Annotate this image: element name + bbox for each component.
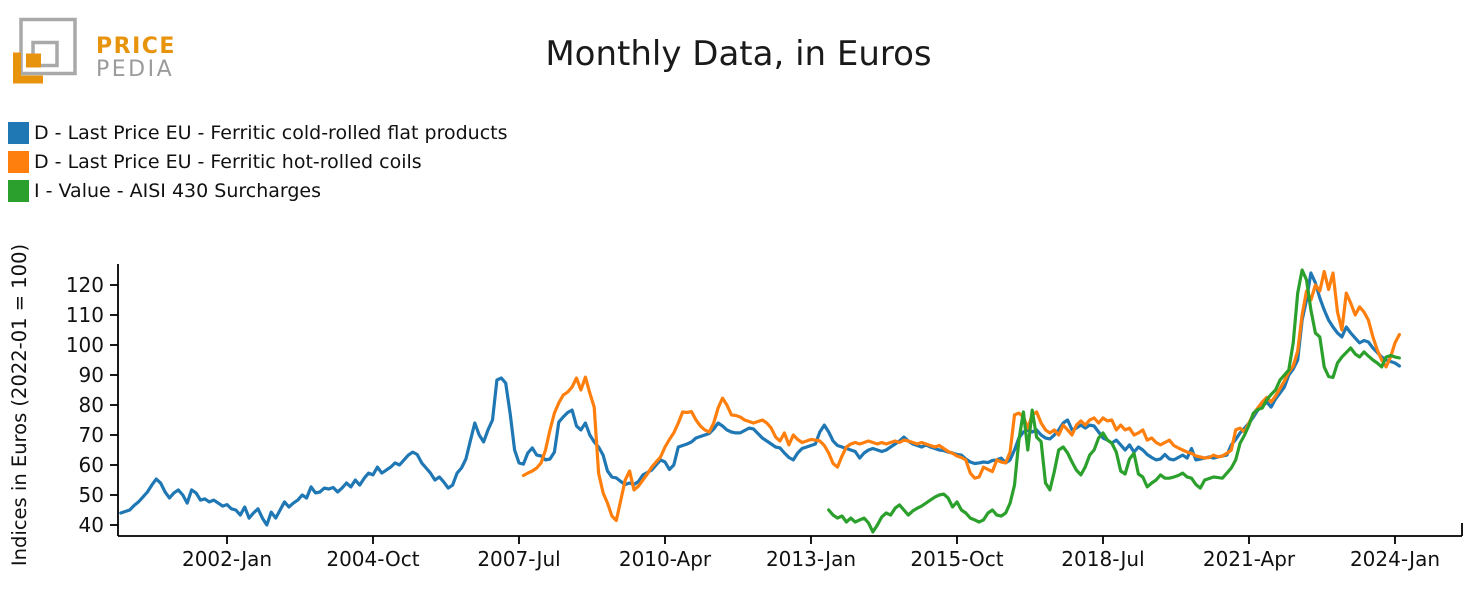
y-tick-label: 90 [79,363,104,387]
pricepedia-logo-icon [13,17,77,84]
x-tick-label: 2002-Jan [182,547,272,571]
y-tick-label: 60 [79,453,104,477]
y-tick-label: 80 [79,393,104,417]
legend-swatch-blue [8,121,29,144]
y-tick-label: 100 [66,333,104,357]
x-tick-label: 2004-Oct [326,547,419,571]
legend-swatch-green [8,179,29,202]
legend-item-hot-rolled: D - Last Price EU - Ferritic hot-rolled … [8,147,508,176]
logo-word-price: PRICE [96,34,176,59]
legend-item-cold-rolled: D - Last Price EU - Ferritic cold-rolled… [8,118,508,147]
x-tick-label: 2018-Jul [1061,547,1144,571]
x-tick-label: 2010-Apr [619,547,712,571]
chart-legend: D - Last Price EU - Ferritic cold-rolled… [8,118,508,205]
logo-wordmark: PRICE PEDIA [96,35,176,81]
legend-swatch-orange [8,150,29,173]
x-tick-label: 2013-Jan [766,547,856,571]
y-tick-label: 40 [79,513,104,537]
legend-label: D - Last Price EU - Ferritic cold-rolled… [34,121,508,144]
legend-label: I - Value - AISI 430 Surcharges [34,179,322,202]
axis-ticks: 40 50 60 70 80 90 100 110 120 2002-Jan 2004-Oct 200… [66,273,1440,571]
y-tick-label: 70 [79,423,104,447]
y-tick-label: 110 [66,303,104,327]
x-tick-label: 2021-Apr [1203,547,1296,571]
series-line [827,268,1402,534]
logo-word-pedia: PEDIA [96,57,175,82]
y-axis-label: Indices in Euros (2022-01 = 100) [8,244,31,566]
series-line [119,271,1402,527]
x-tick-label: 2015-Oct [910,547,1003,571]
y-tick-label: 50 [79,483,104,507]
x-tick-label: 2024-Jan [1350,547,1440,571]
pricepedia-logo: PRICE PEDIA [12,8,242,93]
x-tick-label: 2007-Jul [477,547,560,571]
y-tick-label: 120 [66,273,104,297]
series-lines [119,268,1402,534]
chart-title: Monthly Data, in Euros [545,34,932,74]
legend-label: D - Last Price EU - Ferritic hot-rolled … [34,150,422,173]
legend-item-aisi430: I - Value - AISI 430 Surcharges [8,176,508,205]
